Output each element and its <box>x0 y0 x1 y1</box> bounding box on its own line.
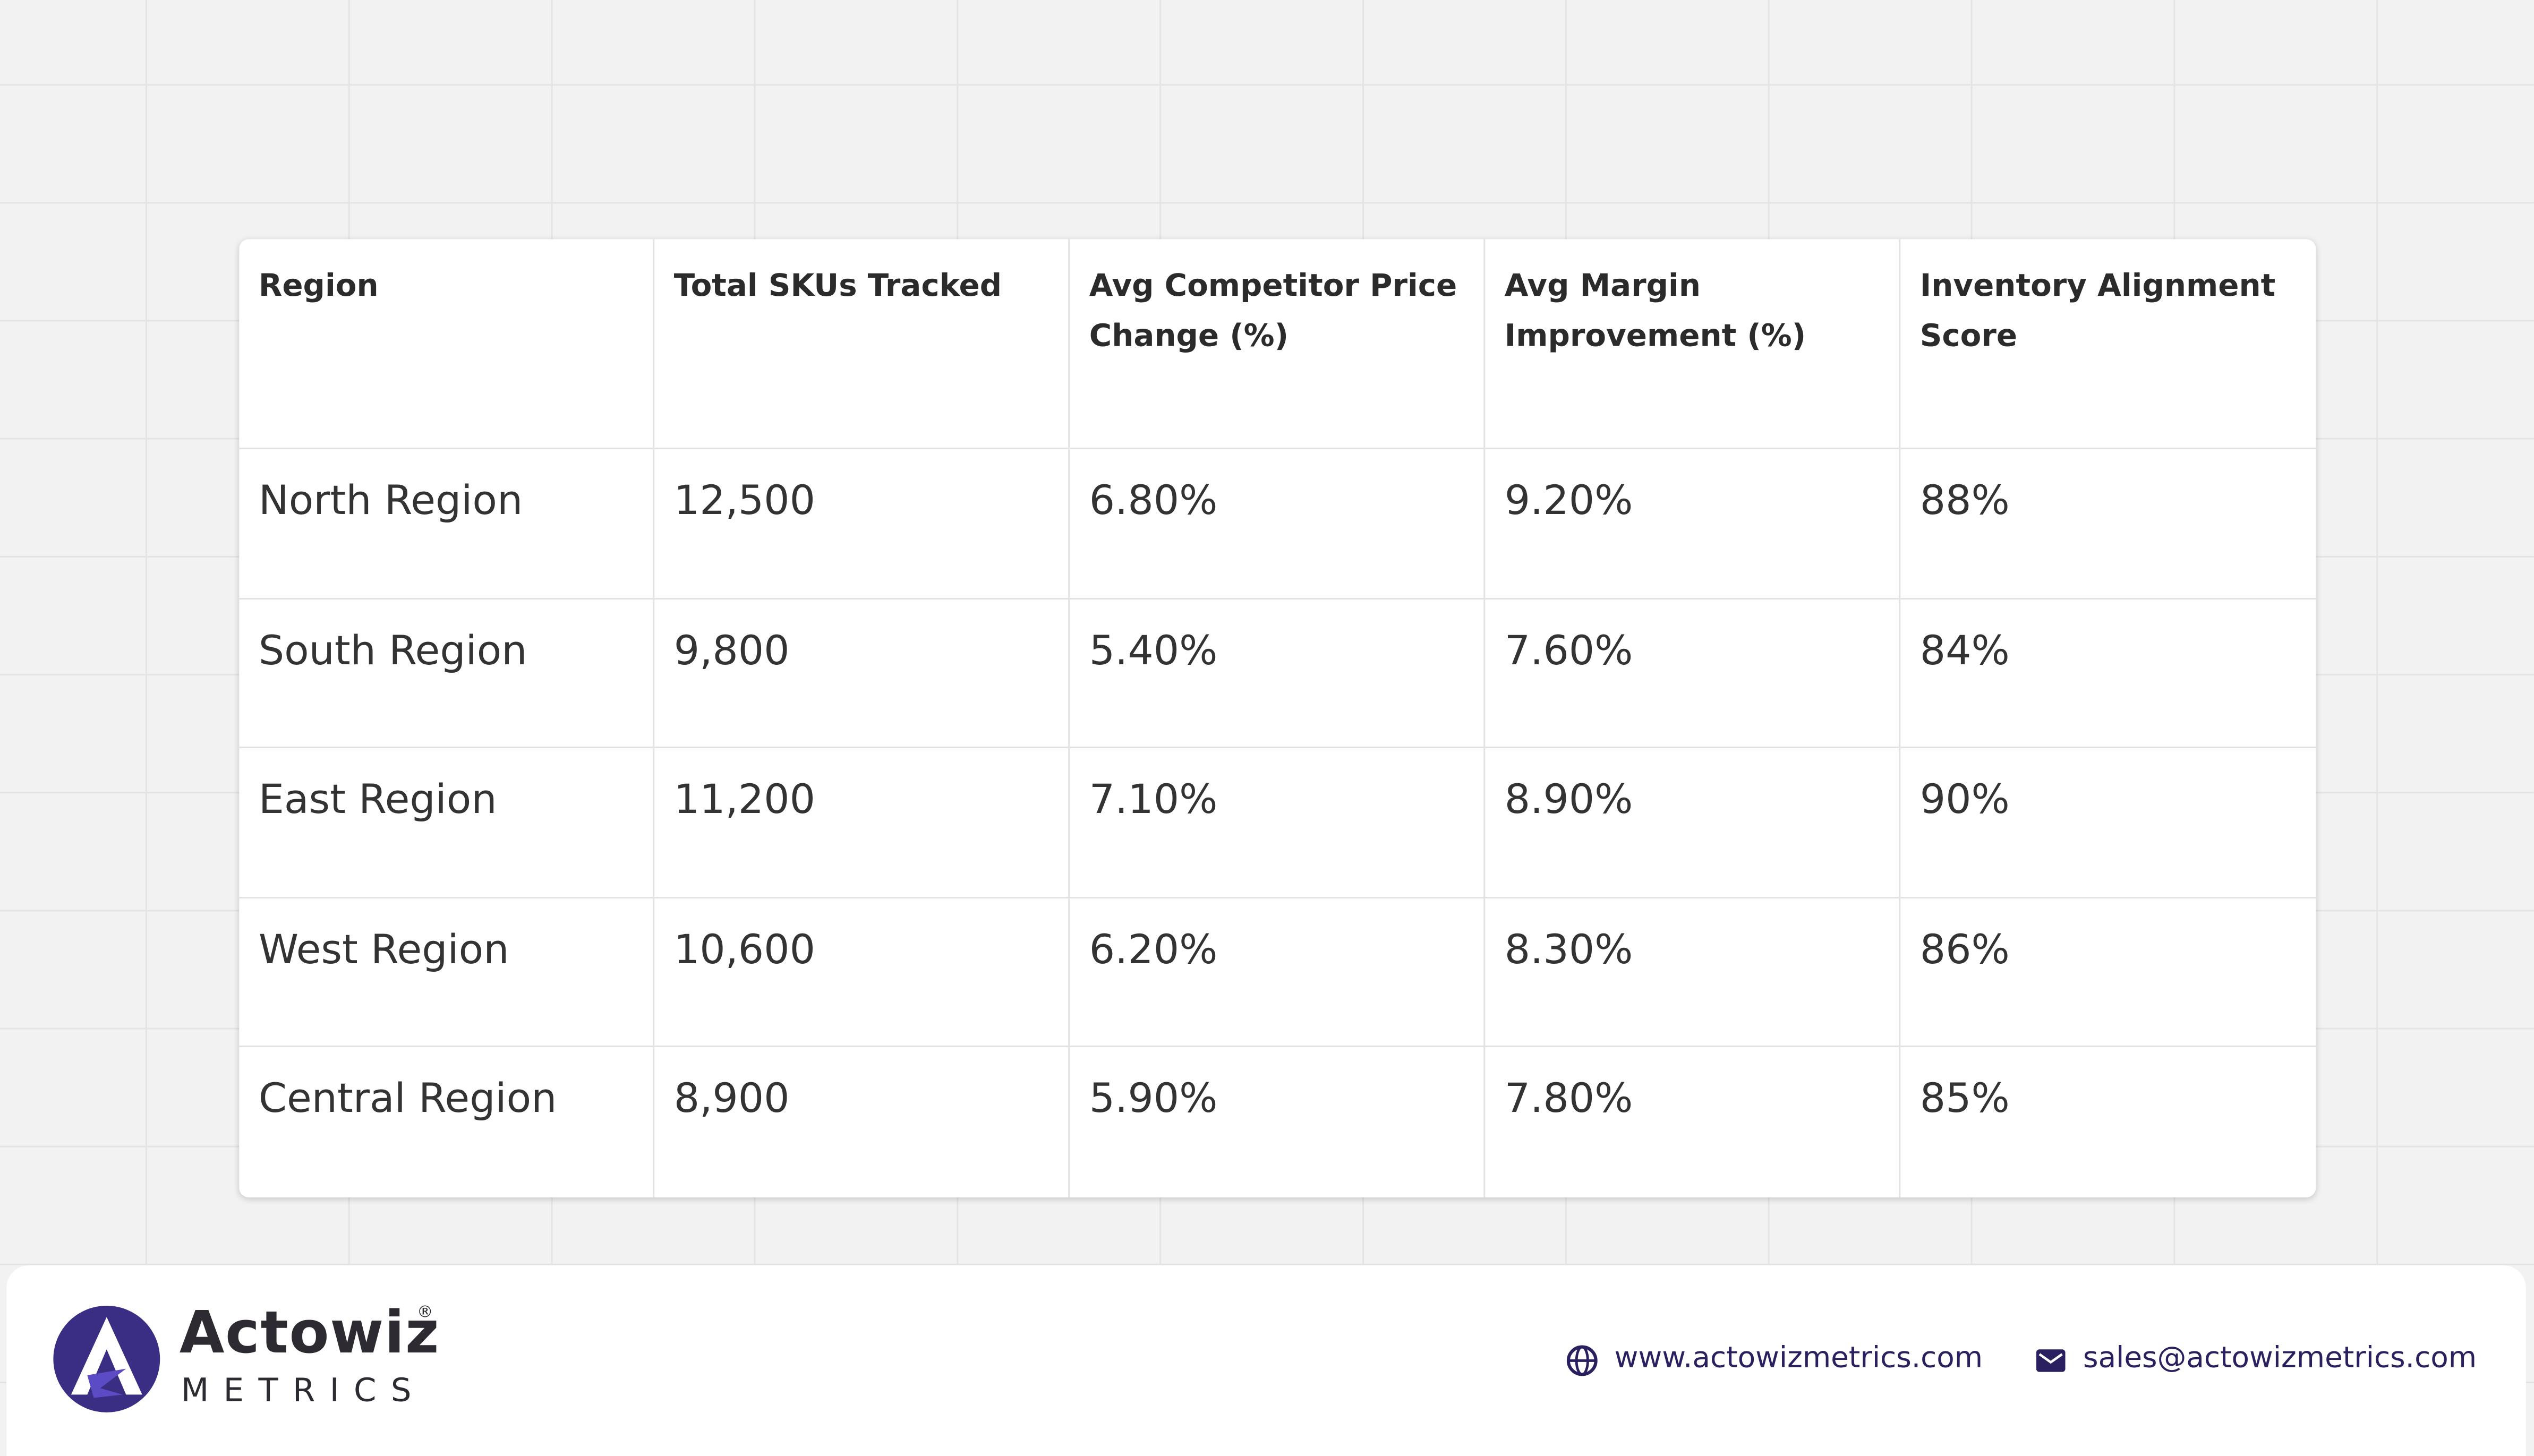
header-cell: Inventory Alignment Score <box>1900 239 2316 450</box>
mail-icon <box>2036 1349 2066 1372</box>
table-cell: 8,900 <box>654 1048 1070 1198</box>
table-cell: 90% <box>1900 749 2316 898</box>
table-cell: 86% <box>1900 898 2316 1048</box>
footer: Actowiz ® METRICS www.actowizmetrics.com… <box>6 1265 2526 1456</box>
table-cell: 11,200 <box>654 748 1070 898</box>
header-cell: Avg Competitor Price Change (%) <box>1070 239 1486 450</box>
table-cell: 85% <box>1919 1075 2010 1123</box>
globe-icon <box>1566 1345 1598 1376</box>
registered-mark: ® <box>417 1304 433 1322</box>
table-cell: Central Region <box>239 1048 655 1198</box>
header-cell: Region <box>239 239 655 450</box>
data-table: Region Total SKUs Tracked Avg Competitor P… <box>239 239 2316 1198</box>
table-cell: West Region <box>239 898 655 1048</box>
logo-icon <box>53 1305 160 1412</box>
table-cell: 9,800 <box>654 598 1070 749</box>
table-cell: 12,500 <box>654 449 1070 599</box>
table-cell: 88% <box>1900 449 2316 599</box>
table-cell: 10,600 <box>654 898 1070 1048</box>
table-cell: 9.20% <box>1485 449 1901 599</box>
header-cell: Total SKUs Tracked <box>654 239 1070 450</box>
table-cell: 7.10% <box>1070 748 1486 898</box>
table-cell: 8.30% <box>1485 898 1901 1048</box>
website-link[interactable]: www.actowizmetrics.com <box>1614 1341 1983 1375</box>
brand-subtitle: METRICS <box>181 1370 426 1409</box>
table-cell: East Region <box>239 748 655 898</box>
table-cell: 8.90% <box>1485 748 1901 898</box>
table-cell: 6.80% <box>1070 449 1486 599</box>
brand-name: Actowiz <box>179 1300 440 1367</box>
header-cell: Avg Margin Improvement (%) <box>1485 239 1901 450</box>
table-cell: 7.80% <box>1485 1048 1901 1198</box>
email-link[interactable]: sales@actowizmetrics.com <box>2083 1341 2477 1375</box>
table-cell: 84% <box>1900 599 2316 749</box>
table-cell: 5.90% <box>1070 1048 1486 1198</box>
table-cell: 7.60% <box>1485 598 1901 749</box>
table-cell: 6.20% <box>1070 898 1486 1048</box>
table-cell: South Region <box>239 598 655 749</box>
table-cell: North Region <box>239 449 655 599</box>
table-cell: 5.40% <box>1070 598 1486 749</box>
